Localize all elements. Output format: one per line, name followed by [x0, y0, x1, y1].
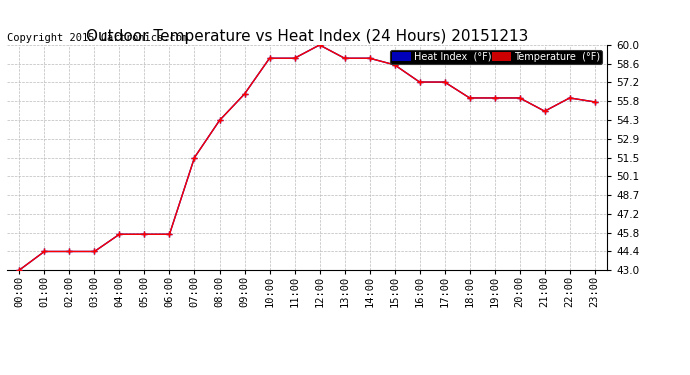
- Legend: Heat Index  (°F), Temperature  (°F): Heat Index (°F), Temperature (°F): [390, 50, 602, 64]
- Title: Outdoor Temperature vs Heat Index (24 Hours) 20151213: Outdoor Temperature vs Heat Index (24 Ho…: [86, 29, 529, 44]
- Text: Copyright 2015 Cartronics.com: Copyright 2015 Cartronics.com: [7, 33, 188, 43]
